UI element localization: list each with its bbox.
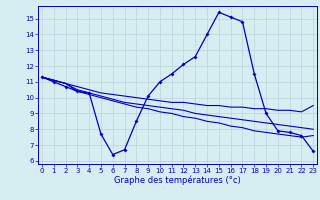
X-axis label: Graphe des températures (°c): Graphe des températures (°c) bbox=[114, 176, 241, 185]
